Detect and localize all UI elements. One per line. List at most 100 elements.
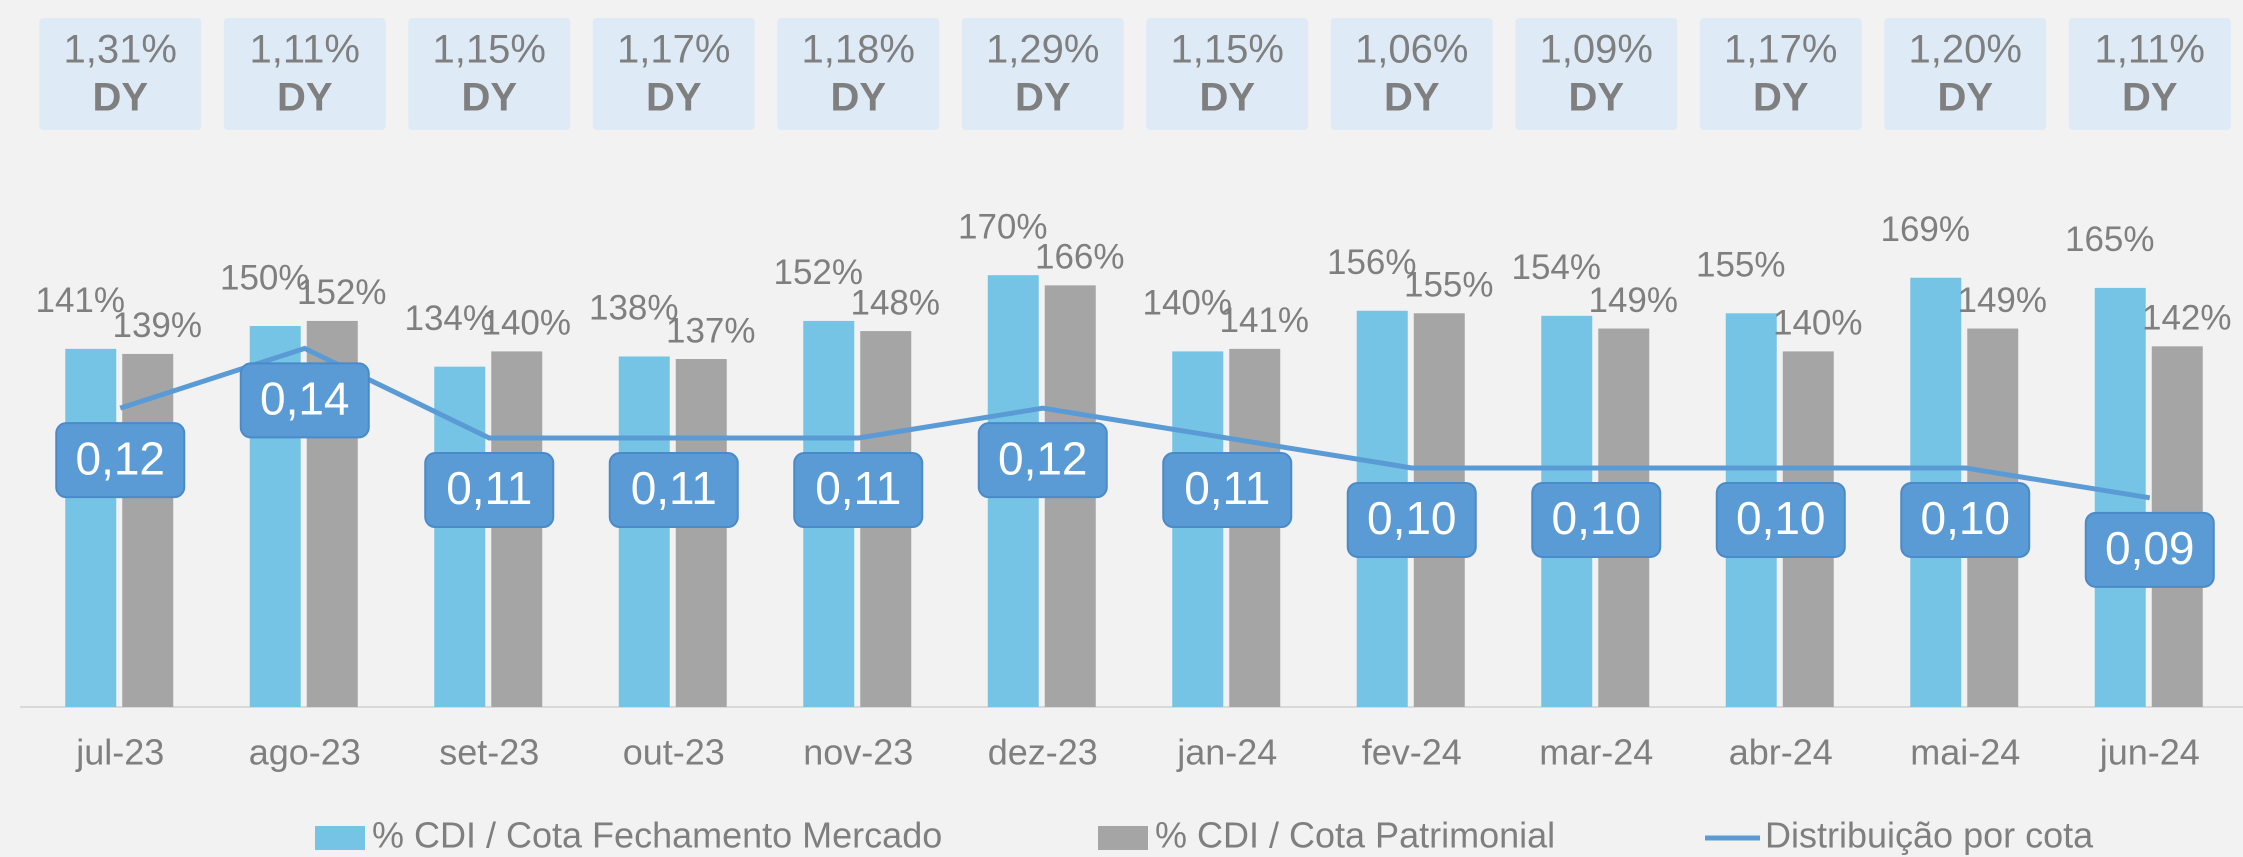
dy-box xyxy=(1146,18,1309,130)
line-label-box xyxy=(2084,511,2215,588)
bar xyxy=(618,356,670,707)
x-tick-label: ago-23 xyxy=(249,732,361,773)
bar xyxy=(491,351,543,707)
bar xyxy=(65,348,117,707)
dy-value: 1,15% xyxy=(1171,28,1284,72)
x-tick-label: mai-24 xyxy=(1910,732,2020,773)
line-value-label: 0,11 xyxy=(446,462,532,514)
dy-box xyxy=(777,18,940,130)
line-label-box xyxy=(977,422,1108,499)
dy-label: DY xyxy=(1937,76,1993,120)
dy-label: DY xyxy=(1753,76,1809,120)
x-tick-label: mar-24 xyxy=(1539,732,1653,773)
dy-box xyxy=(1515,18,1678,130)
line-label-box xyxy=(793,452,924,529)
bar xyxy=(1172,351,1224,707)
dy-box xyxy=(1699,18,1862,130)
dy-value: 1,20% xyxy=(1909,28,2022,72)
x-tick-label: jun-24 xyxy=(2099,732,2200,773)
dy-label: DY xyxy=(830,76,886,120)
x-tick-label: jul-23 xyxy=(75,732,164,773)
legend-swatch xyxy=(1098,826,1148,850)
legend-swatch xyxy=(315,826,365,850)
bar-value-label: 149% xyxy=(1957,281,2047,320)
bar xyxy=(675,359,727,707)
line-label-box xyxy=(1900,481,2031,558)
legend-label: Distribuição por cota xyxy=(1765,815,2094,856)
dy-label: DY xyxy=(461,76,517,120)
dy-box xyxy=(2068,18,2231,130)
dy-value: 1,29% xyxy=(986,28,1099,72)
bar-value-label: 152% xyxy=(297,273,387,312)
line-label-box xyxy=(1162,452,1293,529)
bar-value-label: 155% xyxy=(1404,266,1494,305)
line-label-box xyxy=(1346,481,1477,558)
dy-value: 1,06% xyxy=(1355,28,1468,72)
dy-box xyxy=(961,18,1124,130)
bar-value-label: 134% xyxy=(404,299,494,338)
line-value-label: 0,09 xyxy=(2105,522,2195,574)
line-label-box xyxy=(239,362,370,439)
legend-label: % CDI / Cota Fechamento Mercado xyxy=(372,815,942,856)
dy-box xyxy=(592,18,755,130)
line-value-label: 0,11 xyxy=(631,462,717,514)
x-tick-label: set-23 xyxy=(439,732,539,773)
dy-box xyxy=(1884,18,2047,130)
dy-label: DY xyxy=(2122,76,2178,120)
dy-box xyxy=(39,18,202,130)
dy-box xyxy=(223,18,386,130)
bar-value-label: 170% xyxy=(958,207,1048,246)
dy-value: 1,11% xyxy=(250,28,360,72)
line-value-label: 0,11 xyxy=(1184,462,1270,514)
bar-value-label: 140% xyxy=(481,304,571,343)
dy-value: 1,17% xyxy=(1724,28,1837,72)
dy-value: 1,17% xyxy=(617,28,730,72)
bar-value-label: 155% xyxy=(1696,246,1786,285)
bar-value-label: 148% xyxy=(850,283,940,322)
x-tick-label: fev-24 xyxy=(1362,732,1462,773)
line-value-label: 0,10 xyxy=(1736,492,1826,544)
dy-value: 1,09% xyxy=(1540,28,1653,72)
x-tick-label: jan-24 xyxy=(1176,732,1277,773)
bar xyxy=(122,353,174,707)
bar-value-label: 138% xyxy=(589,289,679,328)
line-label-box xyxy=(55,422,186,499)
line-label-box xyxy=(1531,481,1662,558)
line-label-box xyxy=(424,452,555,529)
line-value-label: 0,10 xyxy=(1367,492,1457,544)
line-value-label: 0,10 xyxy=(1551,492,1641,544)
bar-value-label: 169% xyxy=(1880,210,1970,249)
dy-value: 1,18% xyxy=(802,28,915,72)
line-value-label: 0,12 xyxy=(75,432,165,484)
bar-value-label: 141% xyxy=(1219,301,1309,340)
legend-label: % CDI / Cota Patrimonial xyxy=(1155,815,1555,856)
bar-value-label: 137% xyxy=(666,311,756,350)
x-tick-label: dez-23 xyxy=(988,732,1098,773)
bar-value-label: 140% xyxy=(1773,304,1863,343)
bar-value-label: 142% xyxy=(2142,299,2232,338)
bar-value-label: 156% xyxy=(1327,243,1417,282)
line xyxy=(119,345,2151,501)
dy-label: DY xyxy=(1568,76,1624,120)
dy-label: DY xyxy=(1384,76,1440,120)
x-tick-label: out-23 xyxy=(623,732,725,773)
dy-box xyxy=(1330,18,1493,130)
dy-label: DY xyxy=(1199,76,1255,120)
line-value-label: 0,12 xyxy=(998,432,1088,484)
bar-value-label: 150% xyxy=(220,258,310,297)
line-label-box xyxy=(608,452,739,529)
bar-value-label: 149% xyxy=(1588,281,1678,320)
bar-value-label: 140% xyxy=(1142,284,1232,323)
dy-label: DY xyxy=(646,76,702,120)
dy-label: DY xyxy=(92,76,148,120)
dy-value: 1,11% xyxy=(2095,28,2205,72)
bar-value-label: 166% xyxy=(1035,238,1125,277)
bar-value-label: 141% xyxy=(35,281,125,320)
bar-value-label: 154% xyxy=(1511,248,1601,287)
dy-value: 1,15% xyxy=(433,28,546,72)
x-tick-label: abr-24 xyxy=(1729,732,1833,773)
line-value-label: 0,10 xyxy=(1920,492,2010,544)
bar-value-label: 152% xyxy=(773,253,863,292)
